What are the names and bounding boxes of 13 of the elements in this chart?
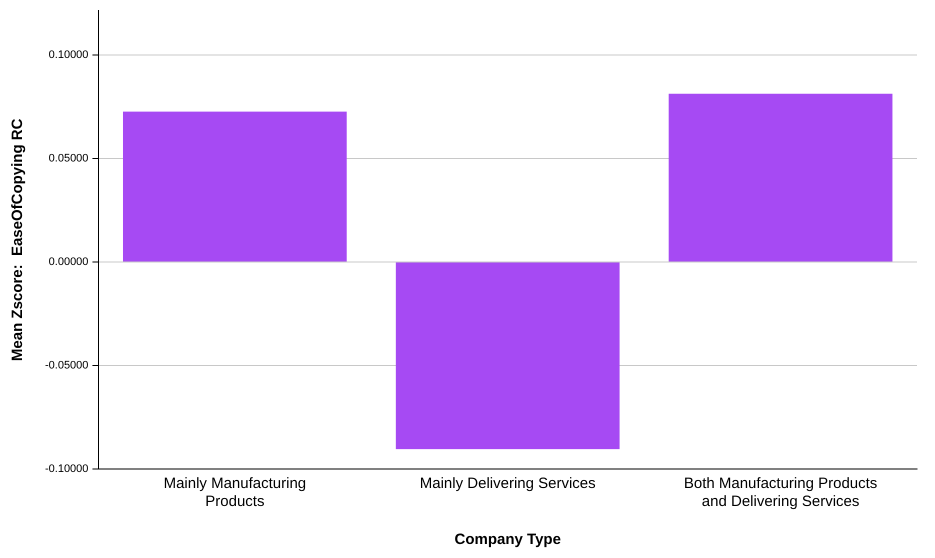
y-axis-title: Mean Zscore: EaseOfCopying RC [9,118,26,362]
y-tick-label: -0.10000 [44,463,88,476]
bar [668,94,892,262]
y-tick-label: 0.05000 [48,152,88,165]
y-tick-label: 0.10000 [48,49,88,62]
x-tick-label: Mainly Delivering Services [420,475,596,492]
x-axis-title: Company Type [454,531,561,548]
y-tick-label: -0.05000 [44,360,88,372]
y-tick-label: 0.00000 [48,256,88,268]
bar [122,112,347,262]
x-tick-label: Mainly Manufacturing Products [164,475,306,510]
bar [396,262,620,450]
x-tick-label: Both Manufacturing Products and Delivering Services [684,475,878,510]
